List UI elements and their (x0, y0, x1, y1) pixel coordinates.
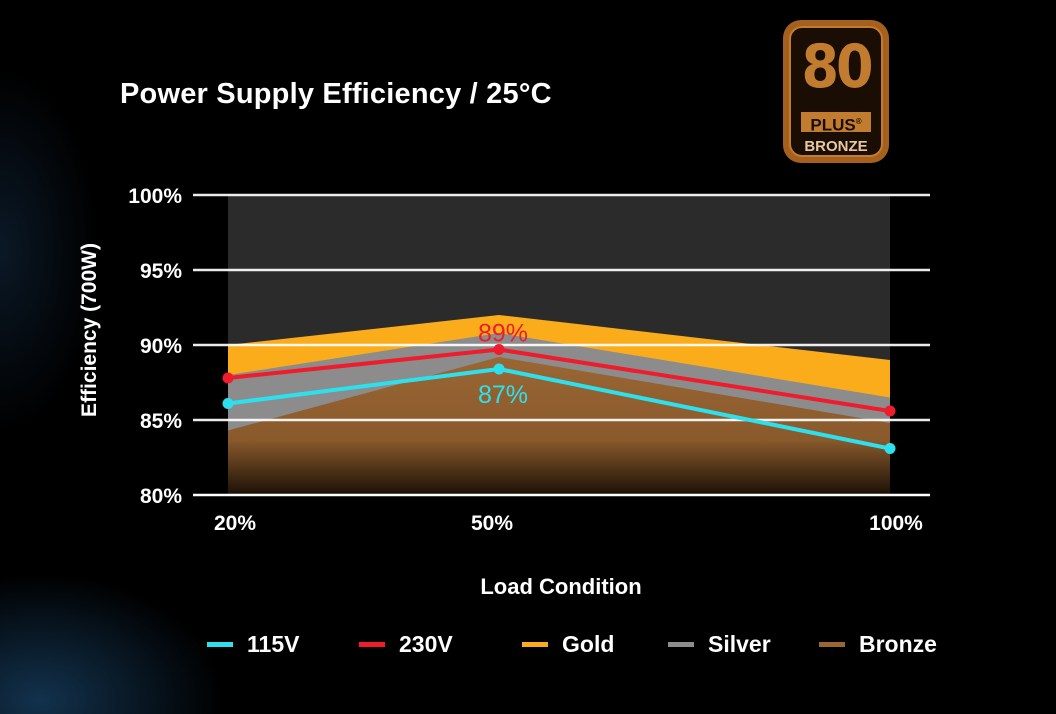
y-tick-label: 95% (140, 260, 182, 283)
data-point-230v (222, 372, 234, 384)
legend-swatch (668, 641, 694, 647)
data-label-115v: 87% (478, 381, 528, 409)
badge-plus-label: PLUS® (801, 112, 871, 135)
data-point-230v (493, 344, 505, 355)
badge-inner: 80 PLUS® BRONZE (789, 26, 883, 157)
legend-label: Gold (562, 630, 615, 657)
badge-tier: BRONZE (804, 138, 868, 155)
y-tick-label: 90% (140, 335, 182, 358)
badge-trademark: ® (855, 117, 862, 126)
data-point-115v (493, 363, 505, 375)
legend-item-silver: Silver (668, 628, 771, 660)
y-tick-label: 85% (140, 410, 182, 433)
x-tick-label: 20% (214, 512, 256, 535)
data-point-115v (222, 398, 234, 409)
data-point-230v (884, 405, 896, 417)
legend: 115V 230V Gold Silver Bronze (0, 628, 1056, 660)
band-bronze (228, 357, 890, 495)
badge-plus-text: PLUS (810, 115, 856, 135)
x-tick-label: 100% (869, 512, 923, 535)
legend-swatch (359, 641, 385, 647)
y-tick-label: 80% (140, 485, 182, 508)
y-axis-label: Efficiency (700W) (78, 243, 101, 417)
data-label-230v: 89% (478, 320, 528, 348)
legend-label: Bronze (859, 630, 937, 657)
legend-item-230v: 230V (359, 628, 453, 660)
y-tick-label: 100% (128, 185, 182, 208)
legend-label: 115V (247, 630, 300, 657)
legend-label: 230V (399, 630, 453, 657)
badge-number: 80 (801, 32, 873, 102)
chart-title: Power Supply Efficiency / 25°C (120, 78, 552, 110)
legend-swatch (522, 641, 548, 647)
data-point-115v (884, 443, 896, 454)
legend-item-115v: 115V (207, 628, 299, 660)
legend-item-bronze: Bronze (819, 628, 937, 660)
legend-item-gold: Gold (522, 628, 614, 660)
legend-swatch (207, 641, 233, 647)
legend-label: Silver (708, 630, 771, 657)
x-axis-label: Load Condition (480, 574, 641, 599)
legend-swatch (819, 641, 845, 647)
80-plus-bronze-badge: 80 PLUS® BRONZE (783, 20, 889, 163)
x-tick-label: 50% (471, 512, 513, 535)
